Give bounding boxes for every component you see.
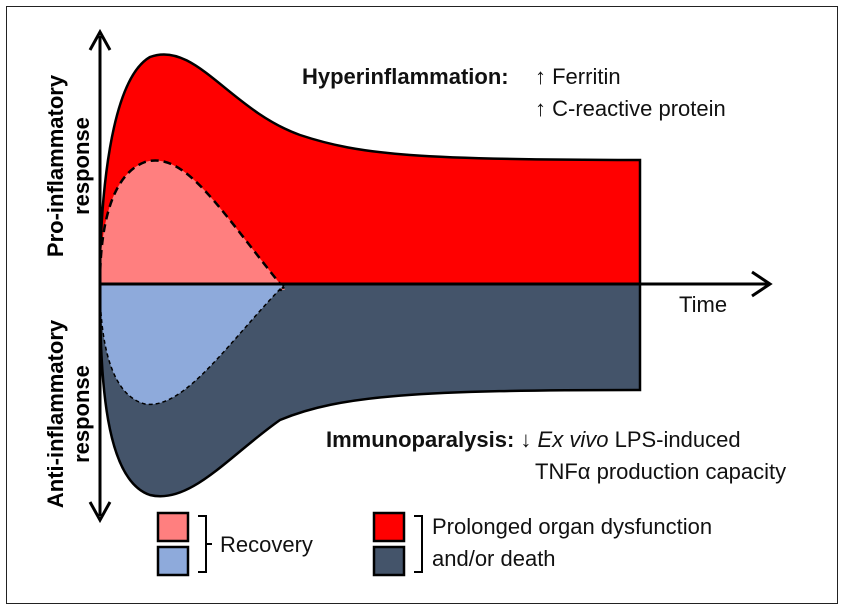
immunoparalysis-line1: Immunoparalysis: ↓ Ex vivo LPS-induced: [326, 427, 741, 453]
pro-inflammatory-recovery-area: [98, 159, 288, 292]
immunoparalysis-line2: TNFα production capacity: [535, 459, 787, 484]
immunoparalysis-assay: LPS-induced: [614, 427, 741, 452]
response-axis-top-arrowhead: [88, 28, 112, 51]
hyperinflammation-marker-crp: ↑ C-reactive protein: [535, 96, 726, 121]
y-label-pro-inflammatory: Pro-inflammatory response: [43, 66, 95, 266]
y-label-anti-line2: response: [69, 365, 94, 463]
legend-swatch-recovery-pro: [156, 511, 190, 543]
immunoparalysis-title: Immunoparalysis:: [326, 427, 515, 452]
anti-inflammatory-recovery-area: [99, 283, 287, 405]
hyperinflammation-title: Hyperinflammation:: [302, 64, 509, 89]
y-label-pro-line1: Pro-inflammatory: [43, 74, 68, 258]
legend-label-recovery: Recovery: [220, 532, 313, 557]
immunoparalysis-italic: Ex vivo: [537, 427, 609, 452]
figure-frame: [6, 6, 838, 604]
legend-bracket-prolonged: [414, 515, 423, 573]
legend-swatch-prolonged-pro: [372, 511, 406, 543]
time-axis-arrowhead: [751, 270, 773, 298]
y-label-pro-line2: response: [69, 117, 94, 215]
y-label-anti-line1: Anti-inflammatory: [43, 319, 68, 509]
y-label-anti-inflammatory: Anti-inflammatory response: [43, 304, 95, 524]
legend-label-prolonged-line2: and/or death: [432, 546, 556, 571]
legend-label-prolonged-line1: Prolonged organ dysfunction: [432, 514, 713, 539]
response-axis-bottom-arrowhead: [88, 501, 112, 524]
x-label-time: Time: [679, 292, 728, 317]
legend-swatch-prolonged-anti: [372, 545, 406, 577]
legend-swatch-recovery-anti: [156, 545, 190, 577]
legend-bracket-recovery: [198, 515, 212, 573]
hyperinflammation-marker-ferritin: ↑ Ferritin: [535, 64, 621, 89]
immunoparalysis-arrow: ↓: [520, 427, 532, 452]
